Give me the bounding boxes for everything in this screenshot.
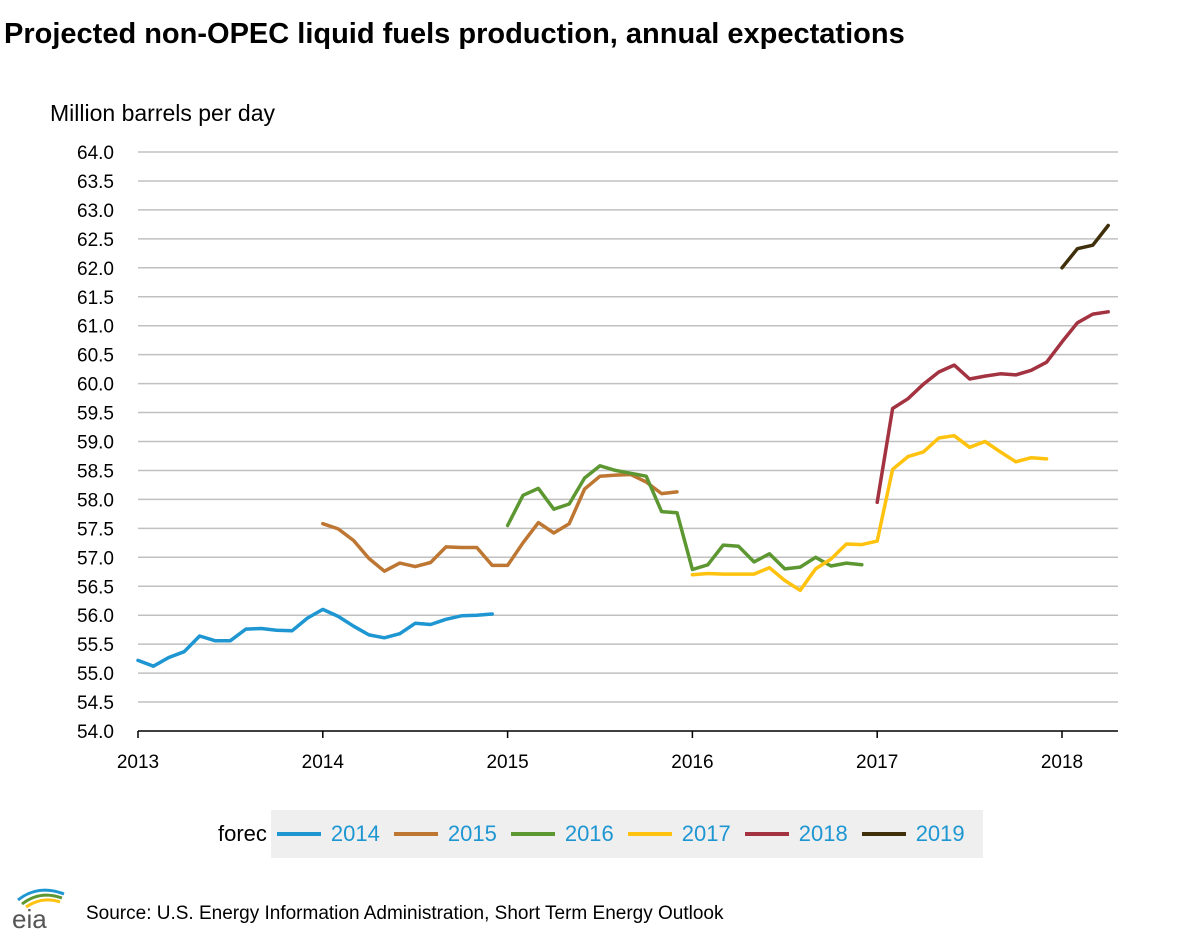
x-tick-label: 2015	[486, 752, 528, 773]
series-line-2014	[136, 607, 494, 668]
legend-item-label: 2018	[798, 821, 848, 846]
series-line-2015	[321, 472, 679, 573]
logo-arc-blue	[17, 888, 65, 902]
chart-title: Projected non-OPEC liquid fuels producti…	[4, 18, 905, 50]
y-tick-label: 60.5	[77, 346, 114, 367]
legend-swatch	[276, 832, 321, 836]
legend-label: forec	[218, 821, 267, 846]
y-tick-label: 56.0	[77, 606, 114, 627]
y-tick-label: 63.0	[77, 201, 114, 222]
y-tick-label: 54.5	[77, 693, 114, 714]
eia-logo: eia	[12, 888, 65, 932]
legend-item-2015[interactable]: 2015	[393, 821, 497, 847]
y-tick-label: 57.5	[77, 519, 114, 540]
legend-item-label: 2019	[915, 821, 965, 846]
y-tick-label: 63.5	[77, 172, 114, 193]
y-tick-label: 59.0	[77, 433, 114, 454]
logo-text: eia	[12, 904, 47, 932]
legend-swatch	[744, 832, 789, 836]
y-tick-label: 55.0	[77, 664, 114, 685]
legend-item-2017[interactable]: 2017	[627, 821, 731, 847]
y-tick-label: 56.5	[77, 577, 114, 598]
legend-item-label: 2017	[681, 821, 731, 846]
series-line-2017	[690, 433, 1049, 593]
y-tick-label: 57.0	[77, 548, 114, 569]
legend-item-2018[interactable]: 2018	[744, 821, 848, 847]
y-tick-label: 60.0	[77, 375, 114, 396]
axes: 54.0 54.5 55.0 55.5 56.0 56.5 57.0 57.5 58.0 58.5…	[77, 143, 1118, 773]
legend-swatch	[627, 832, 672, 836]
y-axis-unit-label: Million barrels per day	[50, 100, 275, 126]
legend-box: 2014 2015 2016 2017 2018 2019	[270, 810, 983, 858]
series-line-2019	[1060, 223, 1110, 270]
y-tick-label: 58.5	[77, 461, 114, 482]
gridlines	[138, 151, 1118, 703]
x-tick-label: 2017	[856, 752, 898, 773]
legend-item-2016[interactable]: 2016	[510, 821, 614, 847]
legend-item-label: 2015	[447, 821, 497, 846]
y-tick-label: 62.0	[77, 259, 114, 280]
y-tick-label: 54.0	[77, 722, 114, 743]
y-tick-label: 55.5	[77, 635, 114, 656]
x-tick-label: 2016	[671, 752, 713, 773]
logo-arc-green	[21, 893, 63, 906]
x-tick-label: 2013	[117, 752, 159, 773]
logo-arc-yellow	[25, 898, 61, 909]
y-tick-label: 62.5	[77, 230, 114, 251]
legend-swatch	[393, 832, 438, 836]
y-tick-label: 61.0	[77, 317, 114, 338]
x-tick-label: 2018	[1041, 752, 1083, 773]
series-line-2016	[505, 464, 864, 572]
legend-swatch	[510, 832, 555, 836]
legend-item-label: 2014	[330, 821, 380, 846]
y-tick-label: 59.5	[77, 404, 114, 425]
y-tick-label: 64.0	[77, 143, 114, 164]
source-note: Source: U.S. Energy Information Administ…	[86, 903, 724, 924]
x-tick-label: 2014	[302, 752, 345, 773]
legend-item-2019[interactable]: 2019	[861, 821, 965, 847]
line-chart: 54.0 54.5 55.0 55.5 56.0 56.5 57.0 57.5 58.0 58.5…	[77, 143, 1118, 773]
legend-item-label: 2016	[564, 821, 614, 846]
y-tick-label: 58.0	[77, 490, 114, 511]
series-line-2018	[875, 310, 1110, 505]
legend-swatch	[861, 832, 906, 836]
legend: forec 2014 2015 2016 2017 2018 2019	[218, 810, 983, 858]
legend-item-2014[interactable]: 2014	[276, 821, 380, 847]
y-tick-label: 61.5	[77, 288, 114, 309]
series-lines	[136, 223, 1110, 668]
